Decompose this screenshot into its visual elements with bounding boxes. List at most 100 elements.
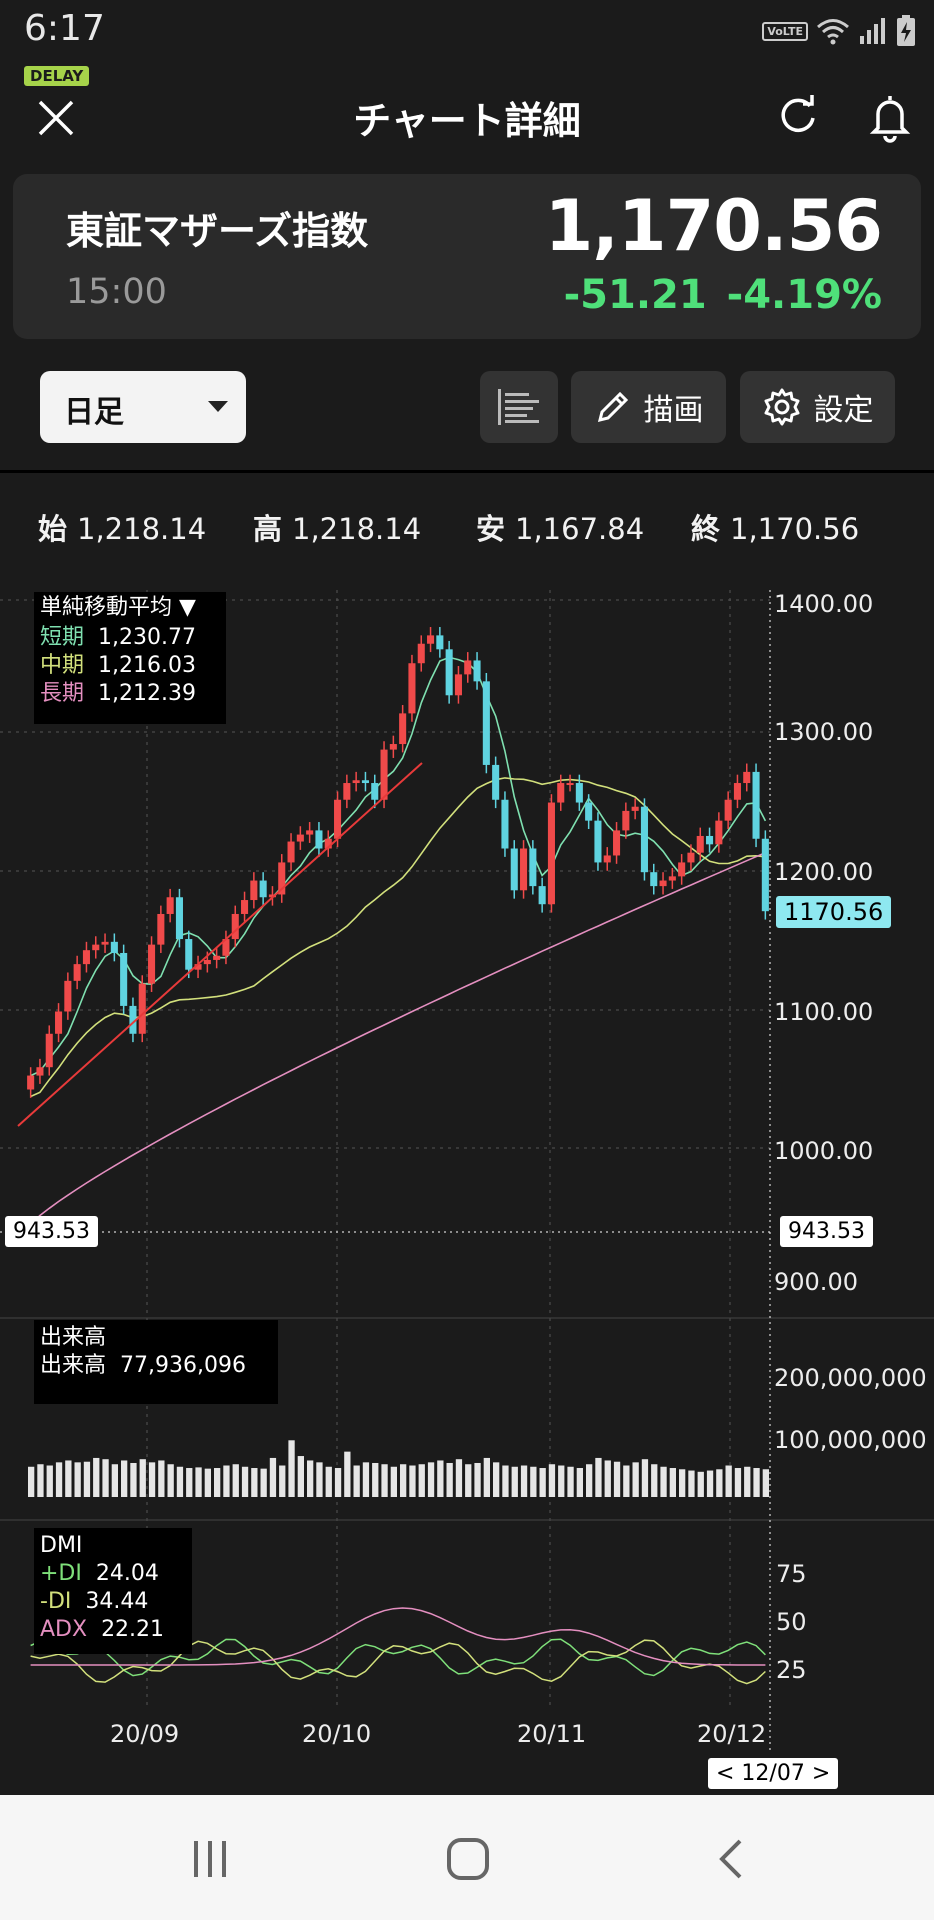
candle-body	[464, 660, 472, 675]
volume-bar	[353, 1465, 360, 1497]
price-tick: 900.00	[774, 1268, 858, 1296]
pencil-icon	[597, 391, 628, 423]
bell-icon	[869, 96, 911, 143]
candle-body	[445, 649, 453, 696]
recent-apps-icon[interactable]	[188, 1837, 232, 1881]
ma-long-label: 長期	[40, 681, 85, 706]
refresh-button[interactable]	[770, 88, 826, 144]
volume-bar	[121, 1460, 128, 1497]
quote-card	[13, 174, 921, 339]
close-button[interactable]	[28, 90, 84, 146]
candle-body	[603, 855, 611, 863]
ma-mid-label: 中期	[40, 653, 85, 678]
volume-bar	[139, 1459, 146, 1497]
volume-bar	[279, 1465, 286, 1497]
dmi-minus: -DI 34.44	[34, 1588, 192, 1616]
notification-button[interactable]	[862, 88, 918, 144]
candle-body	[287, 841, 295, 863]
volume-bar	[539, 1468, 546, 1497]
volume-bar	[390, 1466, 397, 1497]
volume-bar	[28, 1466, 35, 1497]
volume-bar	[297, 1456, 304, 1497]
ohlc-open-value: 1,218.14	[77, 512, 207, 546]
candle-body	[148, 944, 156, 984]
volume-bar	[455, 1459, 463, 1497]
candle-body	[203, 959, 211, 965]
candle-body	[166, 897, 174, 914]
x-tick: 20/12	[697, 1720, 767, 1748]
candle-body	[594, 820, 602, 863]
ma-mid: 中期 1,216.03	[34, 652, 226, 680]
period-select[interactable]: 日足	[40, 371, 246, 443]
candle-body	[101, 941, 109, 945]
dmi-adx-value: 22.21	[101, 1617, 165, 1642]
settings-button[interactable]: 設定	[740, 371, 895, 443]
volume-bar	[74, 1462, 81, 1497]
candle-body	[278, 862, 286, 895]
draw-button[interactable]: 描画	[571, 371, 726, 443]
candle-body	[259, 880, 267, 898]
price-tick: 1400.00	[774, 590, 874, 618]
volume-bar	[474, 1462, 481, 1497]
change-value: -51.21	[563, 272, 707, 318]
volume-bar	[232, 1464, 239, 1497]
page-title: チャート詳細	[353, 99, 581, 143]
moving-average-lines	[30, 656, 767, 1226]
volume-bar	[148, 1462, 156, 1497]
cursor-date[interactable]: < 12/07 >	[708, 1758, 839, 1789]
price-tick: 1300.00	[774, 718, 874, 746]
candle-body	[538, 886, 546, 905]
ma-legend[interactable]: 単純移動平均 ▼ 短期 1,230.77 中期 1,216.03 長期 1,21…	[34, 592, 226, 724]
volume-bar	[679, 1469, 686, 1497]
indicator-list-button[interactable]	[480, 371, 558, 443]
system-nav-bar	[0, 1795, 934, 1920]
candle-body	[678, 862, 686, 877]
volume-bar	[46, 1465, 53, 1497]
ohlc-high: 高 1,218.14	[253, 506, 421, 548]
candle-body	[417, 643, 425, 664]
volume-bar	[613, 1461, 621, 1497]
volume-bar	[706, 1470, 714, 1497]
dmi-tick: 75	[776, 1560, 807, 1588]
dmi-minus-label: -DI	[40, 1589, 72, 1614]
candle-body	[194, 964, 202, 970]
candle-body	[473, 660, 481, 682]
volume-bar	[93, 1457, 100, 1497]
volume-bar	[483, 1457, 490, 1497]
candle-body	[250, 880, 258, 901]
ma-mid-line	[30, 777, 766, 1098]
refresh-icon	[781, 95, 815, 133]
dmi-minus-line	[30, 1639, 766, 1685]
candle-body	[650, 872, 658, 887]
home-icon[interactable]	[446, 1837, 490, 1881]
candle-body	[55, 1011, 63, 1034]
candle-body	[399, 713, 407, 745]
price-tick: 1200.00	[774, 858, 874, 886]
quote-time: 15:00	[66, 272, 167, 312]
system-icons: VoLTE	[762, 14, 916, 48]
candle-body	[743, 771, 751, 784]
candle-body	[557, 783, 565, 803]
ma-short: 短期 1,230.77	[34, 624, 226, 652]
dmi-plus: +DI 24.04	[34, 1560, 192, 1588]
volume-bar	[753, 1468, 760, 1497]
volume-legend: 出来高 出来高 77,936,096	[34, 1320, 278, 1404]
volume-bar	[334, 1468, 342, 1497]
candle-body	[352, 780, 360, 784]
dmi-tick: 25	[776, 1656, 807, 1684]
volume-bar	[530, 1466, 537, 1497]
volume-bar	[195, 1467, 202, 1497]
volume-bar	[344, 1451, 351, 1497]
back-icon[interactable]	[710, 1837, 754, 1881]
candle-body	[408, 663, 416, 714]
x-tick: 20/10	[302, 1720, 372, 1748]
current-price-tag: 1170.56	[776, 896, 892, 928]
chart-area[interactable]	[0, 580, 934, 1790]
volume-bar	[595, 1457, 602, 1497]
volume-label: 出来高	[40, 1353, 107, 1378]
dmi-minus-value: 34.44	[85, 1589, 149, 1614]
volume-bar	[548, 1464, 556, 1497]
volume-bar	[502, 1465, 509, 1497]
candle-body	[454, 674, 462, 696]
volume-bar	[372, 1462, 379, 1497]
